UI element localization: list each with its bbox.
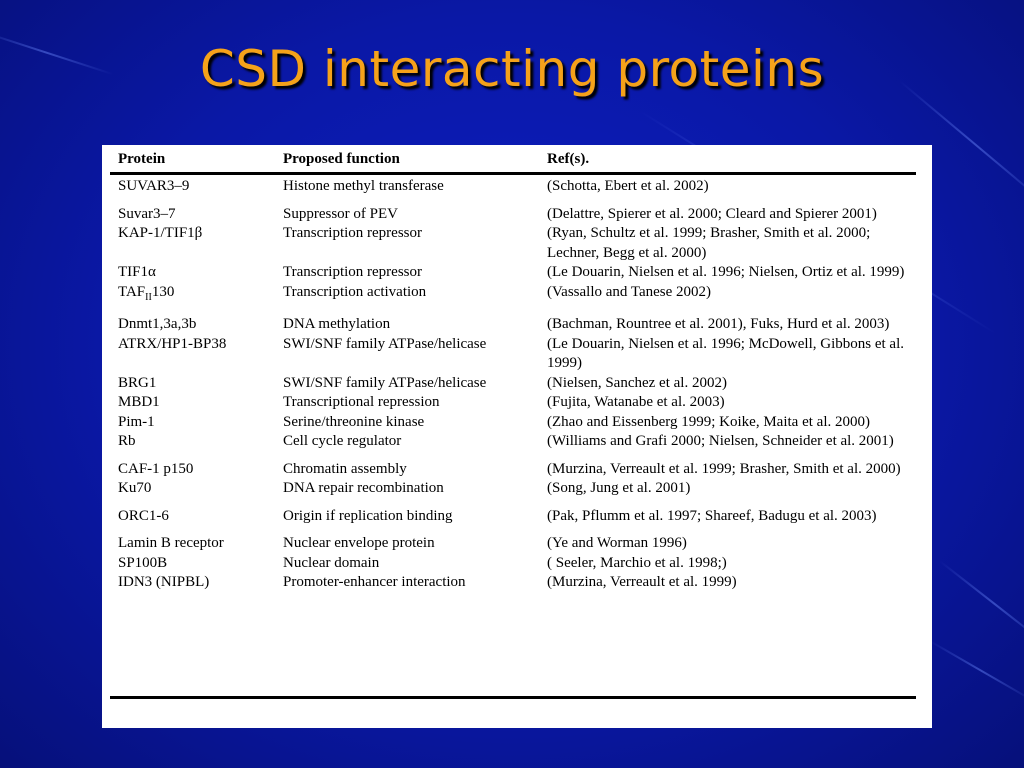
table-row: BRG1 SWI/SNF family ATPase/helicase (Nie… [110, 374, 916, 394]
cell-refs: (Song, Jung et al. 2001) [547, 480, 691, 496]
cell-function: SWI/SNF family ATPase/helicase [283, 374, 487, 391]
cell-protein: CAF-1 p150 [118, 460, 194, 477]
cell-refs: ( Seeler, Marchio et al. 1998;) [547, 554, 727, 571]
cell-refs: (Ryan, Schultz et al. 1999; Brasher, Smi… [547, 225, 871, 261]
cell-protein: KAP-1/TIF1β [118, 225, 203, 241]
cell-refs: (Delattre, Spierer et al. 2000; Cleard a… [547, 205, 877, 222]
table-row: ATRX/HP1-BP38 SWI/SNF family ATPase/heli… [110, 335, 916, 374]
cell-function: Chromatin assembly [283, 460, 407, 477]
cell-function: Serine/threonine kinase [283, 413, 425, 430]
protein-name-main: TAF [118, 283, 146, 300]
cell-refs: (Le Douarin, Nielsen et al. 1996; McDowe… [547, 335, 904, 372]
cell-refs: (Murzina, Verreault et al. 1999; Brasher… [547, 460, 901, 477]
header-function: Proposed function [275, 145, 539, 175]
cell-protein: Suvar3–7 [118, 205, 176, 222]
cell-function: Promoter-enhancer interaction [283, 574, 466, 590]
table-row: Dnmt1,3a,3b DNA methylation (Bachman, Ro… [110, 307, 916, 335]
cell-refs: (Pak, Pflumm et al. 1997; Shareef, Badug… [547, 507, 877, 524]
cell-refs: (Williams and Grafi 2000; Nielsen, Schne… [547, 433, 894, 449]
table-row: Lamin B receptor Nuclear envelope protei… [110, 526, 916, 554]
cell-protein: IDN3 (NIPBL) [118, 574, 210, 590]
cell-function: Nuclear envelope protein [283, 535, 435, 551]
table-row: Pim-1 Serine/threonine kinase (Zhao and … [110, 413, 916, 433]
cell-protein: TAFII130 [110, 283, 275, 308]
table-row: TAFII130 Transcription activation (Vassa… [110, 283, 916, 308]
cell-refs: (Vassallo and Tanese 2002) [547, 283, 712, 300]
cell-function: Nuclear domain [283, 554, 380, 571]
table-row: KAP-1/TIF1β Transcription repressor (Rya… [110, 224, 916, 263]
cell-protein: Dnmt1,3a,3b [118, 316, 197, 332]
cell-function: Transcription repressor [283, 264, 423, 280]
cell-refs: (Murzina, Verreault et al. 1999) [547, 574, 737, 590]
cell-function: DNA methylation [283, 316, 391, 332]
cell-protein: SUVAR3–9 [118, 178, 190, 194]
cell-function: Transcriptional repression [283, 394, 440, 410]
table-row: TIF1α Transcription repressor (Le Douari… [110, 263, 916, 283]
cell-function: Histone methyl transferase [283, 178, 444, 194]
protein-name-tail: 130 [151, 283, 175, 300]
cell-refs: (Le Douarin, Nielsen et al. 1996; Nielse… [547, 264, 905, 280]
table-panel: Protein Proposed function Ref(s). SUVAR3… [102, 145, 932, 728]
cell-protein: MBD1 [118, 394, 160, 410]
cell-protein: BRG1 [118, 374, 157, 391]
cell-protein: Ku70 [118, 480, 152, 496]
cell-function: Transcription repressor [283, 225, 423, 241]
slide-title: CSD interacting proteins [199, 40, 825, 98]
header-protein: Protein [110, 145, 275, 175]
cell-protein: ATRX/HP1-BP38 [118, 335, 227, 352]
cell-protein: SP100B [118, 554, 168, 571]
table-row: ORC1-6 Origin if replication binding (Pa… [110, 499, 916, 527]
cell-function: Cell cycle regulator [283, 433, 402, 449]
header-refs: Ref(s). [539, 145, 916, 175]
cell-protein: Lamin B receptor [118, 535, 224, 551]
cell-refs: (Schotta, Ebert et al. 2002) [547, 178, 709, 194]
table-row: IDN3 (NIPBL) Promoter-enhancer interacti… [110, 573, 916, 593]
cell-protein: Rb [118, 433, 136, 449]
cell-protein: ORC1-6 [118, 507, 169, 524]
table-row: Ku70 DNA repair recombination (Song, Jun… [110, 479, 916, 499]
cell-refs: (Ye and Worman 1996) [547, 535, 687, 551]
protein-table: Protein Proposed function Ref(s). SUVAR3… [110, 145, 916, 593]
cell-function: SWI/SNF family ATPase/helicase [283, 335, 487, 352]
table-row: MBD1 Transcriptional repression (Fujita,… [110, 393, 916, 413]
cell-refs: (Nielsen, Sanchez et al. 2002) [547, 374, 727, 391]
cell-function: DNA repair recombination [283, 480, 444, 496]
table-row: CAF-1 p150 Chromatin assembly (Murzina, … [110, 452, 916, 480]
cell-function: Origin if replication binding [283, 507, 453, 524]
table-bottom-rule [110, 696, 916, 699]
cell-function: Suppressor of PEV [283, 205, 398, 222]
protein-name-subscript: II [145, 291, 152, 303]
table-row: Suvar3–7 Suppressor of PEV (Delattre, Sp… [110, 197, 916, 225]
table-row: SUVAR3–9 Histone methyl transferase (Sch… [110, 174, 916, 197]
cell-protein: TIF1α [118, 264, 156, 280]
table-row: Rb Cell cycle regulator (Williams and Gr… [110, 432, 916, 452]
cell-refs: (Bachman, Rountree et al. 2001), Fuks, H… [547, 316, 890, 332]
cell-refs: (Zhao and Eissenberg 1999; Koike, Maita … [547, 413, 870, 430]
cell-function: Transcription activation [283, 283, 427, 300]
table-row: SP100B Nuclear domain ( Seeler, Marchio … [110, 554, 916, 574]
cell-protein: Pim-1 [118, 413, 155, 430]
cell-refs: (Fujita, Watanabe et al. 2003) [547, 394, 725, 410]
table-header-row: Protein Proposed function Ref(s). [110, 145, 916, 175]
